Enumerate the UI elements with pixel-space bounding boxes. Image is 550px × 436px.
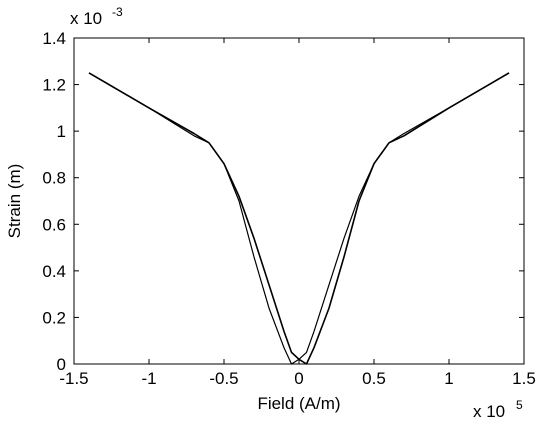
tick-labels: -1.5 -1 -0.5 0 0.5 1 1.5 0 0.2 0.4 0.6 0.8 1 1.2 1.4 xyxy=(42,29,535,388)
x-tick-label: 1.5 xyxy=(512,369,536,388)
y-multiplier-exponent: -3 xyxy=(112,5,123,19)
x-tick-label: -1.5 xyxy=(59,369,88,388)
x-tick-label: 1 xyxy=(444,369,453,388)
x-tick-label: -1 xyxy=(141,369,156,388)
y-tick-label: 0.4 xyxy=(42,262,66,281)
y-tick-label: 0 xyxy=(57,355,66,374)
x-tick-label: -0.5 xyxy=(209,369,238,388)
y-axis-multiplier: x 10 -3 xyxy=(70,5,123,28)
y-tick-label: 0.2 xyxy=(42,308,66,327)
x-multiplier-base: x 10 xyxy=(473,402,505,421)
y-axis-label: Strain (m) xyxy=(5,164,24,239)
y-multiplier-base: x 10 xyxy=(70,9,102,28)
series-lines xyxy=(88,72,510,365)
y-tick-label: 0.6 xyxy=(42,215,66,234)
x-axis-multiplier: x 10 5 xyxy=(473,398,523,421)
tick-marks xyxy=(73,37,525,365)
x-tick-label: 0 xyxy=(294,369,303,388)
plot-area xyxy=(73,37,525,365)
x-tick-label: 0.5 xyxy=(362,369,386,388)
y-tick-label: 1.2 xyxy=(42,76,66,95)
series-line-2 xyxy=(88,72,510,365)
y-tick-label: 0.8 xyxy=(42,169,66,188)
y-tick-label: 1.4 xyxy=(42,29,66,48)
x-multiplier-exponent: 5 xyxy=(516,398,523,412)
y-tick-label: 1 xyxy=(57,122,66,141)
x-axis-label: Field (A/m) xyxy=(257,394,340,413)
